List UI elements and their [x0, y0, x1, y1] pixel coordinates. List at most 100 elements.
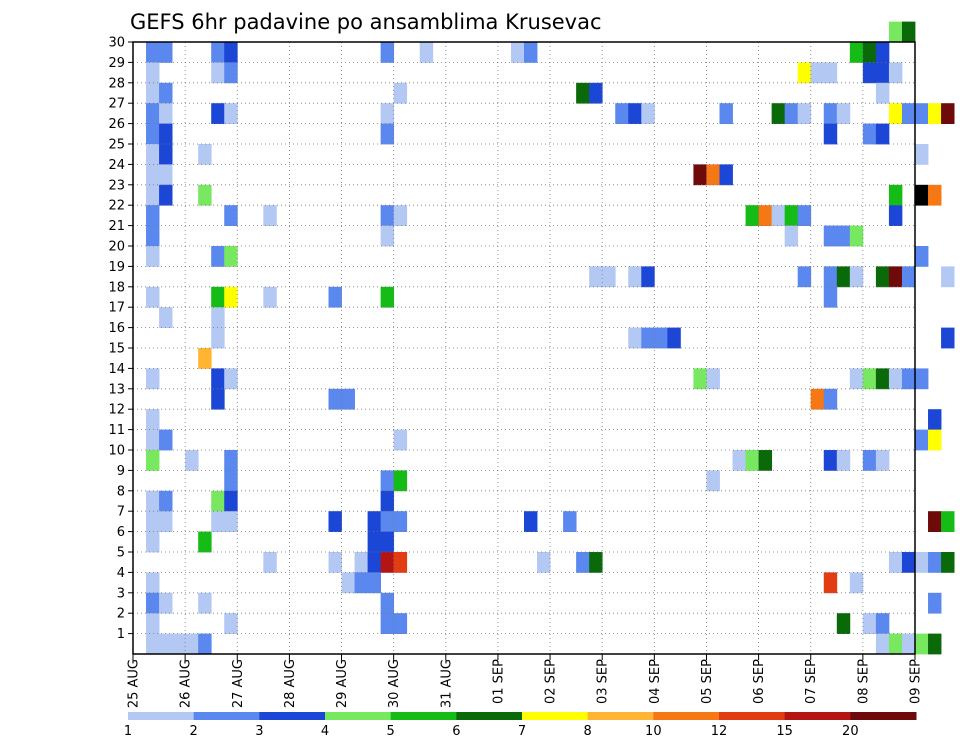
heatmap-cell [211, 388, 225, 410]
heatmap-cell [849, 225, 864, 247]
heatmap-cell [146, 572, 160, 594]
heatmap-cell [745, 450, 759, 471]
heatmap-cell [888, 62, 903, 84]
heatmap-cell [159, 82, 173, 104]
heatmap-cell [849, 572, 864, 594]
colorbar-label: 5 [387, 724, 395, 739]
heatmap-cell [198, 348, 212, 369]
heatmap-cell [628, 103, 642, 124]
heatmap-cell [849, 266, 864, 288]
heatmap-cell [367, 511, 382, 532]
heatmap-cell [693, 164, 707, 186]
colorbar-label: 12 [711, 724, 728, 739]
y-tick-label: 27 [108, 97, 125, 112]
y-tick-label: 22 [108, 199, 125, 214]
y-tick-label: 25 [108, 138, 125, 153]
heatmap-cell [198, 531, 212, 553]
y-tick-label: 3 [117, 586, 125, 601]
heatmap-cell [823, 225, 838, 247]
heatmap-cell [667, 327, 681, 349]
heatmap-cell [941, 266, 955, 288]
heatmap-cell [224, 450, 238, 471]
heatmap-cell [380, 531, 395, 553]
heatmap-cell [146, 633, 160, 655]
heatmap-cell [198, 592, 212, 614]
heatmap-cell [693, 368, 707, 390]
y-tick-label: 28 [108, 76, 125, 91]
heatmap-cell [380, 490, 395, 512]
y-tick-label: 24 [108, 158, 125, 173]
heatmap-cell [328, 286, 342, 308]
x-tick-label: 31 AUG [439, 659, 454, 708]
heatmap-cell [941, 327, 955, 349]
heatmap-cell [211, 286, 225, 308]
heatmap-cell [862, 42, 877, 63]
heatmap-cell [146, 531, 160, 553]
heatmap-cell [602, 266, 616, 288]
colorbar-swatch [850, 712, 917, 720]
heatmap-cell [393, 511, 408, 532]
y-tick-label: 7 [117, 505, 125, 520]
heatmap-cell [875, 123, 890, 145]
colorbar-label: 8 [584, 724, 592, 739]
heatmap-cell [146, 368, 160, 390]
heatmap-cell [589, 552, 603, 573]
x-tick-label: 03 SEP [596, 659, 611, 704]
heatmap-cell [915, 184, 929, 206]
heatmap-cell [888, 21, 903, 43]
heatmap-cell [393, 429, 408, 451]
heatmap-cell [263, 286, 277, 308]
heatmap-cell [224, 368, 238, 390]
y-tick-label: 19 [108, 260, 125, 275]
y-tick-label: 4 [117, 566, 125, 581]
heatmap-cell [810, 388, 825, 410]
heatmap-cell [198, 184, 212, 206]
y-tick-label: 15 [108, 342, 125, 357]
heatmap-cell [380, 205, 395, 226]
cells-layer [146, 21, 955, 655]
heatmap-cell [146, 429, 160, 451]
heatmap-cell [875, 82, 890, 104]
heatmap-cell [745, 205, 759, 226]
heatmap-cell [915, 103, 929, 124]
heatmap-cell [224, 613, 238, 634]
colorbar-label: 2 [190, 724, 198, 739]
heatmap-cell [901, 103, 916, 124]
heatmap-cell [915, 633, 929, 655]
heatmap-cell [524, 42, 538, 63]
heatmap-cell [393, 613, 408, 634]
heatmap-cell [706, 470, 720, 492]
heatmap-cell [784, 225, 799, 247]
heatmap-cell [328, 552, 342, 573]
colorbar-label: 15 [776, 724, 793, 739]
heatmap-cell [211, 62, 225, 84]
y-tick-label: 1 [117, 627, 125, 642]
heatmap-cell [380, 225, 395, 247]
y-tick-label: 29 [108, 56, 125, 71]
heatmap-cell [836, 266, 851, 288]
heatmap-cell [263, 552, 277, 573]
heatmap-cell [941, 103, 955, 124]
heatmap-cell [875, 266, 890, 288]
x-tick-label: 07 SEP [804, 659, 819, 704]
y-tick-label: 6 [117, 525, 125, 540]
heatmap-cell [888, 552, 903, 573]
heatmap-cell [875, 450, 890, 471]
heatmap-cell [367, 552, 382, 573]
heatmap-cell [367, 572, 382, 594]
x-axis-ticks: 25 AUG 26 AUG 27 AUG 28 AUG 29 AUG 30 AUG 31 A… [127, 654, 924, 708]
heatmap-cell [159, 633, 173, 655]
heatmap-cell [380, 552, 395, 573]
heatmap-cell [380, 511, 395, 532]
heatmap-cell [706, 368, 720, 390]
colorbar-label: 3 [255, 724, 263, 739]
heatmap-cell [159, 592, 173, 614]
heatmap-cell [928, 511, 942, 532]
heatmap-cell [341, 572, 355, 594]
heatmap-cell [146, 246, 160, 267]
heatmap-cell [211, 42, 225, 63]
heatmap-cell [823, 572, 838, 594]
x-tick-label: 05 SEP [700, 659, 715, 704]
heatmap-cell [159, 307, 173, 328]
heatmap-cell [941, 511, 955, 532]
